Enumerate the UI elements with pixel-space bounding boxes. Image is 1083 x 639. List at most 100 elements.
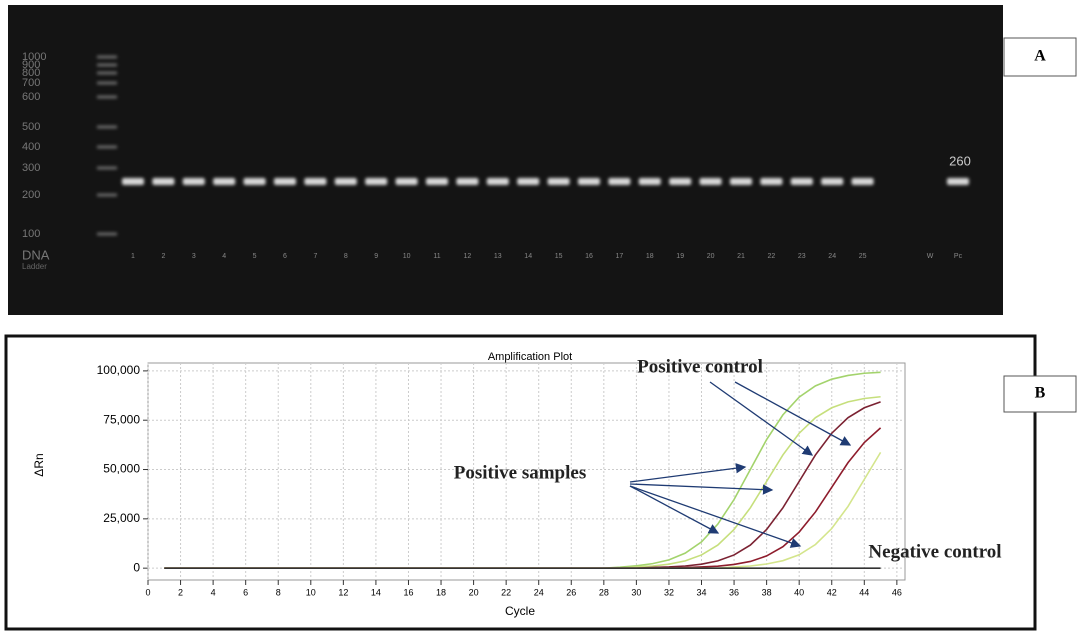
lane-label: 20: [707, 253, 715, 260]
gel-band: [274, 178, 296, 185]
x-tick-label: 30: [631, 587, 641, 597]
x-tick-label: 18: [436, 587, 446, 597]
x-tick-label: 26: [566, 587, 576, 597]
gel-band: [608, 178, 630, 185]
gel-band: [639, 178, 661, 185]
gel-band: [760, 178, 782, 185]
lane-label: 4: [222, 253, 226, 260]
ladder-label: 600: [22, 91, 40, 103]
gel-band: [122, 178, 144, 185]
gel-band: [152, 178, 174, 185]
y-tick-label: 100,000: [97, 363, 141, 377]
x-tick-label: 42: [827, 587, 837, 597]
ladder-band: [97, 233, 117, 236]
band-label: 260: [949, 153, 971, 168]
lane-label: 3: [192, 253, 196, 260]
lane-label: 16: [585, 253, 593, 260]
ladder-band: [97, 167, 117, 170]
ladder-label: 100: [22, 228, 40, 240]
lane-label: 21: [737, 253, 745, 260]
x-tick-label: 40: [794, 587, 804, 597]
figure: A B Amplification Plot Cycle ΔRn 1000900…: [0, 0, 1083, 634]
ladder-band: [97, 194, 117, 197]
ladder-label: 200: [22, 189, 40, 201]
lane-label: 13: [494, 253, 502, 260]
y-tick-label: 50,000: [103, 462, 140, 476]
x-tick-label: 16: [403, 587, 413, 597]
y-tick-label: 0: [133, 560, 140, 574]
x-tick-label: 32: [664, 587, 674, 597]
x-tick-label: 2: [178, 587, 183, 597]
lane-label: 18: [646, 253, 654, 260]
lane-label: 10: [403, 253, 411, 260]
x-tick-label: 22: [501, 587, 511, 597]
lane-label: 19: [676, 253, 684, 260]
annotation: Positive control: [637, 356, 763, 377]
gel-band: [517, 178, 539, 185]
panel-label: A: [1034, 48, 1046, 65]
lane-label: Pc: [954, 253, 963, 260]
lane-label: 11: [433, 253, 440, 260]
gel-band: [852, 178, 874, 185]
lane-label: 1: [131, 253, 135, 260]
x-tick-label: 6: [243, 587, 248, 597]
gel-image: [8, 5, 1003, 315]
x-tick-label: 14: [371, 587, 381, 597]
ladder-band: [97, 126, 117, 129]
lane-label: 22: [768, 253, 776, 260]
lane-label: 25: [859, 253, 867, 260]
gel-band: [700, 178, 722, 185]
x-tick-label: 8: [276, 587, 281, 597]
x-tick-label: 20: [469, 587, 479, 597]
lane-label: 8: [344, 253, 348, 260]
gel-band: [578, 178, 600, 185]
gel-band: [947, 178, 969, 185]
x-tick-label: 44: [859, 587, 869, 597]
page: A B Amplification Plot Cycle ΔRn 1000900…: [0, 0, 1083, 639]
gel-band: [335, 178, 357, 185]
ladder-label: 700: [22, 77, 40, 89]
lane-label: 23: [798, 253, 806, 260]
annotation: Positive samples: [454, 462, 586, 483]
panel-label: B: [1035, 385, 1046, 402]
x-tick-label: 12: [338, 587, 348, 597]
gel-band: [304, 178, 326, 185]
gel-band: [365, 178, 387, 185]
gel-band: [791, 178, 813, 185]
ladder-subtitle: Ladder: [22, 262, 47, 271]
x-tick-label: 10: [306, 587, 316, 597]
gel-band: [244, 178, 266, 185]
x-tick-label: 0: [145, 587, 150, 597]
gel-band: [183, 178, 205, 185]
annotation: Negative control: [868, 541, 1001, 562]
x-tick-label: 24: [534, 587, 544, 597]
ladder-band: [97, 56, 117, 59]
gel-band: [487, 178, 509, 185]
x-tick-label: 28: [599, 587, 609, 597]
gel-band: [213, 178, 235, 185]
lane-label: 14: [524, 253, 532, 260]
ladder-band: [97, 64, 117, 67]
ladder-band: [97, 82, 117, 85]
x-axis-label: Cycle: [505, 604, 535, 618]
gel-band: [396, 178, 418, 185]
gel-band: [821, 178, 843, 185]
y-tick-label: 25,000: [103, 511, 140, 525]
ladder-band: [97, 96, 117, 99]
gel-band: [456, 178, 478, 185]
gel-band: [730, 178, 752, 185]
gel-band: [426, 178, 448, 185]
ladder-title: DNA: [22, 247, 50, 262]
ladder-label: 300: [22, 162, 40, 174]
gel-band: [669, 178, 691, 185]
lane-label: 9: [374, 253, 378, 260]
ladder-band: [97, 146, 117, 149]
ladder-band: [97, 72, 117, 75]
lane-label: 6: [283, 253, 287, 260]
x-tick-label: 36: [729, 587, 739, 597]
lane-label: 5: [253, 253, 257, 260]
x-tick-label: 46: [892, 587, 902, 597]
ladder-label: 500: [22, 121, 40, 133]
ladder-label: 400: [22, 141, 40, 153]
lane-label: 15: [555, 253, 563, 260]
